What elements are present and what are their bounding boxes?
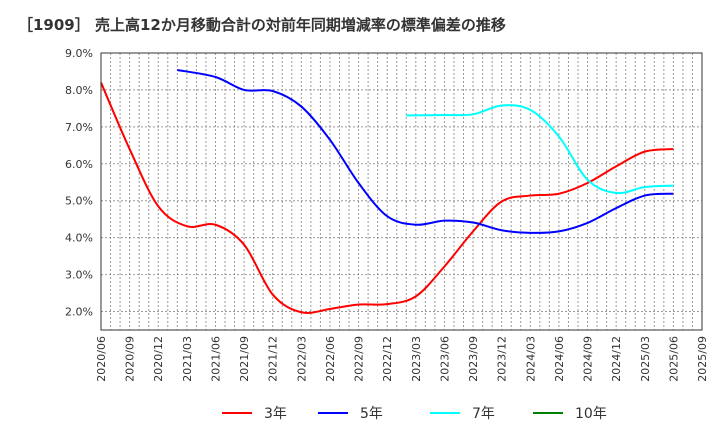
legend-label: 3年 <box>264 406 287 422</box>
x-tick-label: 2020/09 <box>124 336 137 382</box>
plot-frame <box>100 52 703 331</box>
x-tick-label: 2024/06 <box>553 336 566 382</box>
series-lines <box>100 69 674 314</box>
x-tick-label: 2023/06 <box>438 336 451 382</box>
y-axis-ticks: 2.0% 3.0% 4.0% 5.0% 6.0% 7.0% 8.0% 9.0% <box>65 47 93 319</box>
series-line-3年 <box>100 82 674 314</box>
x-tick-label: 2021/12 <box>267 336 280 382</box>
x-tick-label: 2023/09 <box>467 336 480 382</box>
x-tick-label: 2022/06 <box>324 336 337 382</box>
x-tick-label: 2022/03 <box>295 336 308 382</box>
x-tick-label: 2024/09 <box>582 336 595 382</box>
x-tick-label: 2025/06 <box>667 336 680 382</box>
x-tick-label: 2022/09 <box>353 336 366 382</box>
y-tick-label: 8.0% <box>65 84 93 97</box>
legend-label: 7年 <box>472 406 495 422</box>
y-tick-label: 7.0% <box>65 121 93 134</box>
y-tick-label: 5.0% <box>65 195 93 208</box>
grid <box>101 53 702 330</box>
y-tick-label: 6.0% <box>65 158 93 171</box>
x-tick-label: 2025/03 <box>639 336 652 382</box>
y-tick-label: 9.0% <box>65 47 93 60</box>
x-tick-label: 2025/09 <box>696 336 709 382</box>
series-line-5年 <box>177 69 674 234</box>
x-tick-label: 2023/03 <box>410 336 423 382</box>
x-tick-label: 2024/03 <box>524 336 537 382</box>
legend: 3年 5年 7年 10年 <box>222 406 607 422</box>
x-tick-label: 2024/12 <box>610 336 623 382</box>
legend-label: 10年 <box>575 406 607 422</box>
x-tick-label: 2022/12 <box>381 336 394 382</box>
chart-title: ［1909］ 売上高12か月移動合計の対前年同期増減率の標準偏差の推移 <box>18 16 506 34</box>
series-line-7年 <box>406 104 674 195</box>
y-tick-label: 3.0% <box>65 269 93 282</box>
x-tick-label: 2023/12 <box>496 336 509 382</box>
x-tick-label: 2020/06 <box>95 336 108 382</box>
legend-label: 5年 <box>360 406 383 422</box>
x-tick-label: 2021/03 <box>181 336 194 382</box>
x-tick-label: 2020/12 <box>152 336 165 382</box>
y-tick-label: 2.0% <box>65 306 93 319</box>
x-axis-ticks: 2020/06 2020/09 2020/12 2021/03 2021/06 2021/… <box>95 336 709 382</box>
x-tick-label: 2021/09 <box>238 336 251 382</box>
y-tick-label: 4.0% <box>65 232 93 245</box>
x-tick-label: 2021/06 <box>209 336 222 382</box>
